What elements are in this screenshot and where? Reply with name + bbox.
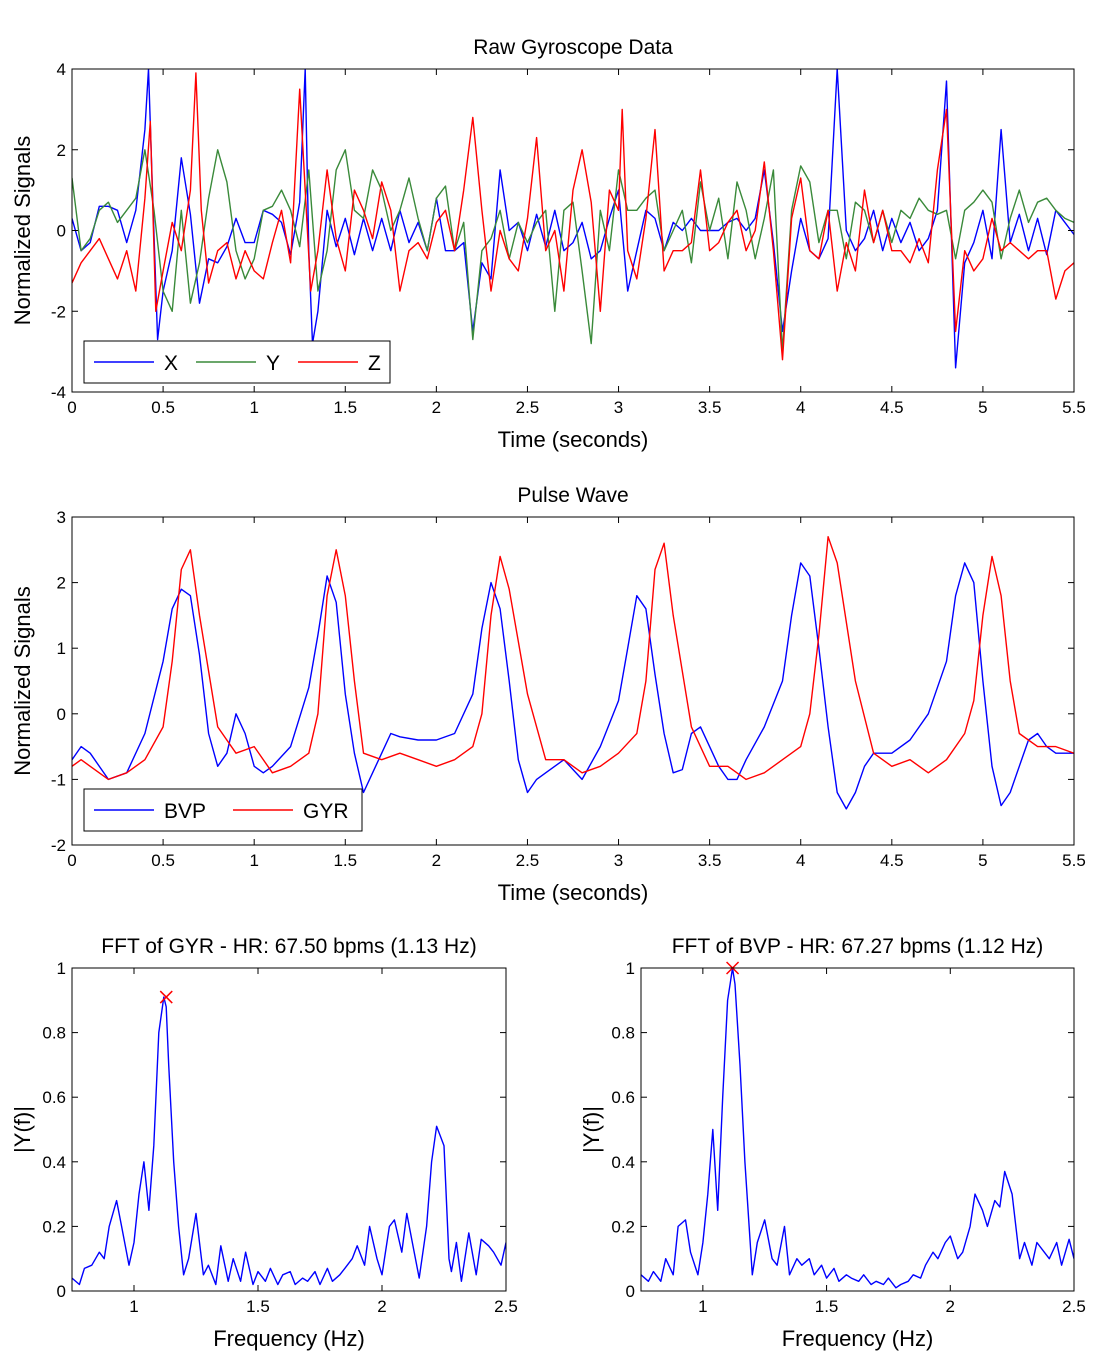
peak-marker <box>159 990 173 1004</box>
y-tick-label: -1 <box>51 770 66 789</box>
legend: BVP GYR <box>83 788 363 832</box>
x-tick-label: 1 <box>129 1297 138 1316</box>
x-tick-label: 2 <box>432 851 441 870</box>
x-tick-label: 0.5 <box>151 851 175 870</box>
y-tick-label: 0.4 <box>611 1153 635 1172</box>
y-axis-label: Normalized Signals <box>10 136 35 326</box>
legend-label: Y <box>266 352 280 375</box>
x-tick-label: 4.5 <box>880 851 904 870</box>
axes-frame <box>71 967 507 1292</box>
legend-label: Z <box>368 352 381 375</box>
x-tick-label: 5.5 <box>1062 398 1086 417</box>
y-tick-label: 0.6 <box>611 1088 635 1107</box>
legend-label: X <box>164 352 178 375</box>
x-tick-label: 2 <box>946 1297 955 1316</box>
y-tick-label: 2 <box>57 141 66 160</box>
y-tick-label: 0 <box>626 1282 635 1301</box>
y-tick-label: 1 <box>57 959 66 978</box>
x-tick-label: 4.5 <box>880 398 904 417</box>
x-tick-label: 3 <box>614 851 623 870</box>
x-axis-label: Time (seconds) <box>498 427 649 452</box>
chart-2: 0 0.5 1 1.5 2 2.5 3 3.5 4 4.5 5 5.5 -2 -1 0 1 2 3 Pulse Wa… <box>10 484 1086 905</box>
x-tick-label: 2.5 <box>494 1297 518 1316</box>
x-axis-label: Frequency (Hz) <box>782 1326 934 1351</box>
chart-title: FFT of GYR - HR: 67.50 bpms (1.13 Hz) <box>101 935 476 958</box>
x-tick-label: 1.5 <box>333 851 357 870</box>
y-tick-label: 2 <box>57 574 66 593</box>
chart-3: 1 1.5 2 2.5 0 0.2 0.4 0.6 0.8 1 FFT of GYR - HR: 6… <box>10 935 518 1351</box>
y-tick-label: 0 <box>57 1282 66 1301</box>
x-tick-label: 5 <box>978 398 987 417</box>
x-tick-label: 0.5 <box>151 398 175 417</box>
y-tick-label: 0.4 <box>42 1153 66 1172</box>
chart-title: Pulse Wave <box>517 484 628 507</box>
y-tick-label: 0.8 <box>611 1024 635 1043</box>
series-line-x <box>72 69 1074 369</box>
x-axis-label: Frequency (Hz) <box>213 1326 365 1351</box>
series-line-1 <box>641 968 1074 1289</box>
x-tick-label: 5.5 <box>1062 851 1086 870</box>
x-tick-label: 2.5 <box>516 851 540 870</box>
y-tick-label: -2 <box>51 302 66 321</box>
series-line-bvp <box>72 562 1074 810</box>
series-line-y <box>72 149 1074 353</box>
chart-4: 1 1.5 2 2.5 0 0.2 0.4 0.6 0.8 1 FFT of BVP - HR: 6… <box>579 935 1086 1351</box>
x-axis-label: Time (seconds) <box>498 880 649 905</box>
x-tick-label: 2 <box>432 398 441 417</box>
y-tick-label: 0.8 <box>42 1024 66 1043</box>
y-axis-label: |Y(f)| <box>10 1106 35 1153</box>
y-tick-label: 0.2 <box>611 1217 635 1236</box>
y-axis-label: |Y(f)| <box>579 1106 604 1153</box>
x-tick-label: 1 <box>249 851 258 870</box>
x-tick-label: 2.5 <box>516 398 540 417</box>
series-line-1 <box>72 996 506 1286</box>
x-tick-label: 1 <box>249 398 258 417</box>
axes-frame <box>71 516 1075 846</box>
y-tick-label: -2 <box>51 836 66 855</box>
y-tick-label: 0 <box>57 705 66 724</box>
x-tick-label: 3 <box>614 398 623 417</box>
y-tick-label: 0.6 <box>42 1088 66 1107</box>
series-line-z <box>72 72 1074 361</box>
x-tick-label: 1.5 <box>246 1297 270 1316</box>
x-tick-label: 3.5 <box>698 398 722 417</box>
y-axis-label: Normalized Signals <box>10 586 35 776</box>
x-tick-label: 1.5 <box>815 1297 839 1316</box>
x-tick-label: 2 <box>377 1297 386 1316</box>
x-tick-label: 3.5 <box>698 851 722 870</box>
x-tick-label: 4 <box>796 398 805 417</box>
legend: X Y Z <box>83 340 391 384</box>
chart-title: Raw Gyroscope Data <box>473 36 673 59</box>
y-tick-label: 4 <box>57 60 66 79</box>
y-tick-label: 0.2 <box>42 1217 66 1236</box>
x-tick-label: 1 <box>698 1297 707 1316</box>
legend-label: GYR <box>303 800 349 823</box>
y-tick-label: -4 <box>51 383 66 402</box>
x-tick-label: 2.5 <box>1062 1297 1086 1316</box>
y-tick-label: 0 <box>57 222 66 241</box>
chart-title: FFT of BVP - HR: 67.27 bpms (1.12 Hz) <box>672 935 1044 958</box>
axes-frame <box>640 967 1075 1292</box>
legend-label: BVP <box>164 800 206 823</box>
x-tick-label: 0 <box>67 851 76 870</box>
series-line-gyr <box>72 536 1074 781</box>
x-tick-label: 5 <box>978 851 987 870</box>
x-tick-label: 0 <box>67 398 76 417</box>
y-tick-label: 3 <box>57 508 66 527</box>
x-tick-label: 1.5 <box>333 398 357 417</box>
x-tick-label: 4 <box>796 851 805 870</box>
chart-1: 0 0.5 1 1.5 2 2.5 3 3.5 4 4.5 5 5.5 -4 -2 0 2 4 Raw Gyros… <box>10 36 1086 452</box>
y-tick-label: 1 <box>57 639 66 658</box>
y-tick-label: 1 <box>626 959 635 978</box>
